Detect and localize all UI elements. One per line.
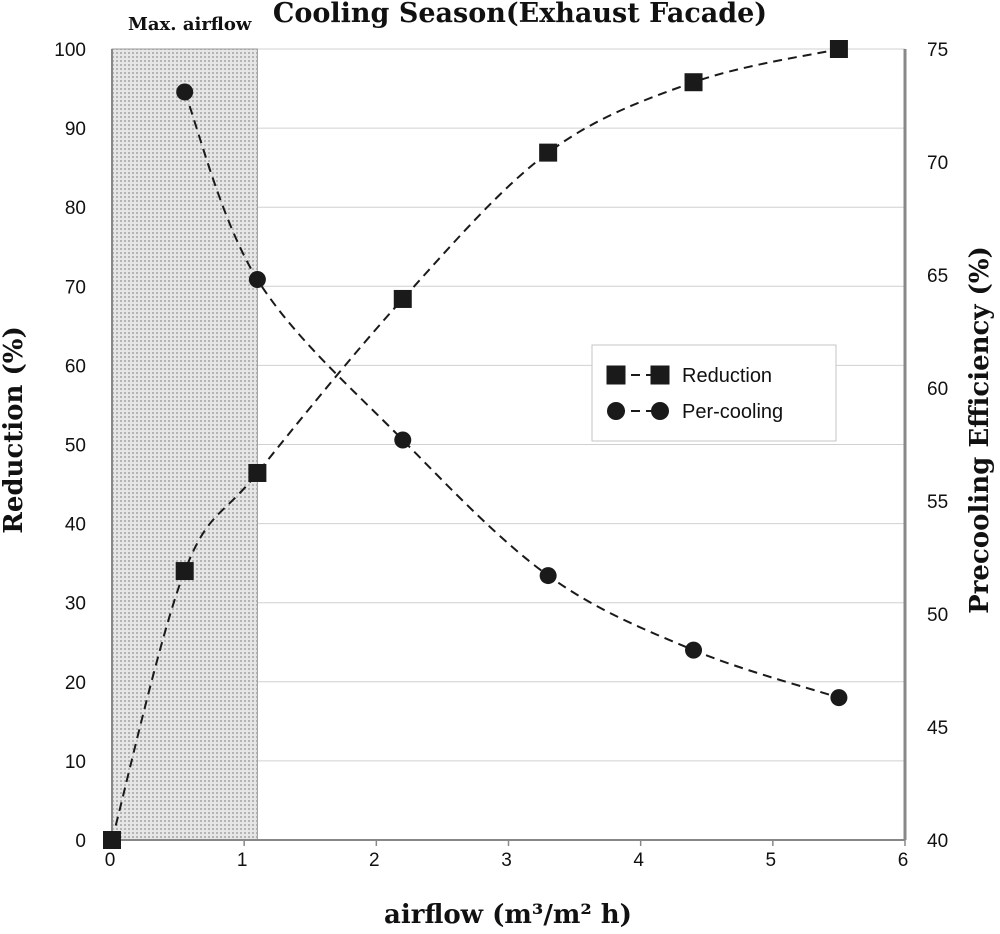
x-tick-label: 0	[105, 850, 116, 871]
y-tick-label: 30	[65, 594, 86, 615]
y2-tick-label: 45	[927, 718, 948, 739]
legend-box	[591, 344, 837, 442]
x-tick-label: 2	[369, 850, 380, 871]
x-tick-label: 4	[633, 850, 644, 871]
data-point-reduction	[175, 562, 194, 581]
x-tick-label: 5	[766, 850, 777, 871]
y2-axis-title: Precooling Efficiency (%)	[965, 246, 995, 614]
y-tick-label: 20	[65, 673, 86, 694]
y-tick-label: 40	[65, 515, 86, 536]
legend-label-per-cooling: Per-cooling	[682, 401, 783, 423]
y-axis-title: Reduction (%)	[0, 326, 29, 534]
x-tick-label: 1	[237, 850, 248, 871]
y-tick-label: 80	[65, 198, 86, 219]
y2-tick-label: 40	[927, 831, 948, 852]
legend-marker-per-cooling	[607, 402, 625, 420]
x-tick-label: 3	[501, 850, 512, 871]
data-point-per-cooling	[539, 567, 557, 585]
legend: Reduction Per-cooling	[591, 344, 837, 442]
max-airflow-region	[111, 48, 258, 841]
y-tick-label: 0	[75, 831, 86, 852]
y-tick-label: 70	[65, 277, 86, 298]
series-layer	[103, 40, 848, 849]
data-point-per-cooling	[394, 431, 412, 449]
y-tick-label: 10	[65, 752, 86, 773]
y-tick-label: 60	[65, 356, 86, 377]
axes	[111, 49, 907, 846]
data-point-reduction	[539, 143, 558, 162]
x-tick-label: 6	[898, 850, 909, 871]
legend-marker-per-cooling-end	[651, 402, 669, 420]
y2-tick-label: 60	[927, 379, 948, 400]
data-point-per-cooling	[176, 83, 194, 101]
legend-marker-reduction	[606, 365, 626, 385]
y-tick-label: 90	[65, 119, 86, 140]
legend-marker-reduction-end	[650, 365, 670, 385]
y-tick-label: 100	[54, 40, 86, 61]
chart-title: Cooling Season(Exhaust Facade)	[273, 0, 767, 29]
y2-tick-label: 55	[927, 492, 948, 513]
y2-tick-label: 65	[927, 266, 948, 287]
data-point-reduction	[248, 463, 267, 482]
y2-tick-label: 70	[927, 153, 948, 174]
max-airflow-label: Max. airflow	[128, 14, 252, 35]
y2-tick-label: 50	[927, 605, 948, 626]
data-point-per-cooling	[248, 271, 266, 289]
data-point-per-cooling	[685, 641, 703, 659]
legend-label-reduction: Reduction	[682, 365, 772, 387]
y2-tick-label: 75	[927, 40, 948, 61]
data-point-reduction	[393, 289, 412, 308]
y-tick-label: 50	[65, 436, 86, 457]
data-point-reduction	[103, 831, 121, 849]
data-point-reduction	[684, 73, 703, 92]
data-point-per-cooling	[830, 689, 848, 707]
x-axis-title: airflow (m³/m² h)	[384, 900, 632, 930]
data-point-reduction	[829, 40, 848, 58]
